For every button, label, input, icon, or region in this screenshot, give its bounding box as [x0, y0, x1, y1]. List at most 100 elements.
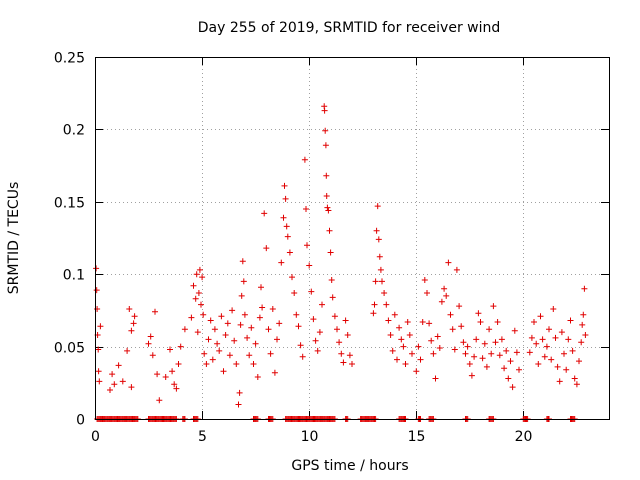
data-point [543, 343, 550, 350]
data-point [486, 326, 493, 333]
data-point [481, 340, 488, 347]
data-point [297, 342, 304, 349]
data-point [494, 319, 501, 325]
data-point [193, 271, 200, 278]
data-point [239, 258, 246, 265]
data-point [214, 340, 221, 347]
data-point [475, 310, 482, 317]
data-point [246, 352, 253, 359]
data-point [322, 142, 329, 149]
data-point [278, 259, 285, 266]
data-point [326, 227, 333, 234]
data-point [371, 301, 378, 308]
data-point [449, 326, 456, 333]
data-point [201, 350, 208, 357]
data-point [563, 366, 570, 373]
data-point [280, 214, 287, 221]
data-point [115, 362, 122, 369]
data-point [111, 381, 118, 388]
data-point [428, 337, 435, 344]
data-points [93, 103, 589, 422]
data-point [95, 368, 102, 375]
data-point [453, 266, 460, 273]
x-tick-label: 5 [198, 429, 207, 445]
data-point [109, 371, 116, 378]
axis-ticks: 0 0.05 0.1 0.15 0.2 0.25 0 5 10 15 20 [54, 51, 609, 445]
data-point [483, 363, 490, 370]
data-point [460, 339, 467, 346]
data-point [286, 249, 293, 256]
data-point [218, 313, 225, 320]
data-point [237, 321, 244, 328]
data-point [402, 361, 409, 367]
data-point [526, 349, 533, 356]
data-point [473, 336, 480, 343]
data-point [154, 371, 161, 378]
data-point [389, 347, 396, 354]
data-point [130, 320, 137, 327]
data-point [488, 350, 495, 357]
data-point [261, 210, 268, 217]
data-point [274, 336, 280, 343]
data-point [374, 203, 381, 210]
data-point [579, 321, 586, 328]
data-point [394, 356, 400, 363]
data-point [582, 332, 589, 338]
data-point [451, 346, 458, 353]
data-point [509, 384, 516, 391]
data-point [289, 274, 295, 281]
data-point [207, 317, 214, 324]
data-point [240, 278, 247, 285]
data-point [226, 352, 233, 359]
data-point [328, 277, 335, 283]
data-point [571, 375, 578, 382]
data-point [396, 324, 403, 331]
data-point [445, 259, 452, 266]
data-point [267, 350, 274, 357]
data-point [432, 375, 439, 382]
data-point [271, 369, 278, 376]
data-point [561, 350, 567, 357]
data-point [415, 343, 422, 350]
data-point [580, 311, 587, 318]
data-point [314, 347, 321, 354]
data-point [387, 332, 394, 338]
data-point [554, 363, 561, 370]
data-point [188, 314, 195, 321]
data-point [535, 361, 542, 367]
data-point [126, 306, 133, 312]
data-point [372, 278, 379, 285]
data-point [319, 301, 325, 308]
data-point [192, 295, 199, 302]
plot-frame [95, 57, 610, 420]
data-point [128, 327, 135, 334]
data-point [471, 353, 478, 360]
data-point [124, 347, 131, 354]
data-point [295, 323, 302, 330]
data-point [211, 326, 218, 333]
data-point [441, 285, 448, 292]
data-point [503, 347, 510, 354]
data-point [507, 358, 514, 365]
data-point [375, 236, 382, 243]
y-tick-label: 0 [76, 413, 85, 429]
data-point [373, 227, 380, 234]
data-point [419, 319, 426, 325]
data-point [324, 204, 331, 211]
data-point [308, 288, 315, 295]
y-tick-label: 0.05 [54, 341, 85, 357]
data-point [327, 249, 334, 256]
data-point [556, 378, 563, 385]
data-point [336, 339, 343, 346]
data-point [198, 301, 204, 308]
data-point [417, 356, 424, 363]
data-point [173, 385, 180, 392]
data-point [479, 355, 486, 362]
data-point [477, 319, 484, 325]
data-point [533, 340, 540, 347]
data-point [222, 332, 229, 338]
data-point [190, 282, 197, 289]
data-point [256, 314, 263, 321]
data-point [254, 374, 261, 380]
